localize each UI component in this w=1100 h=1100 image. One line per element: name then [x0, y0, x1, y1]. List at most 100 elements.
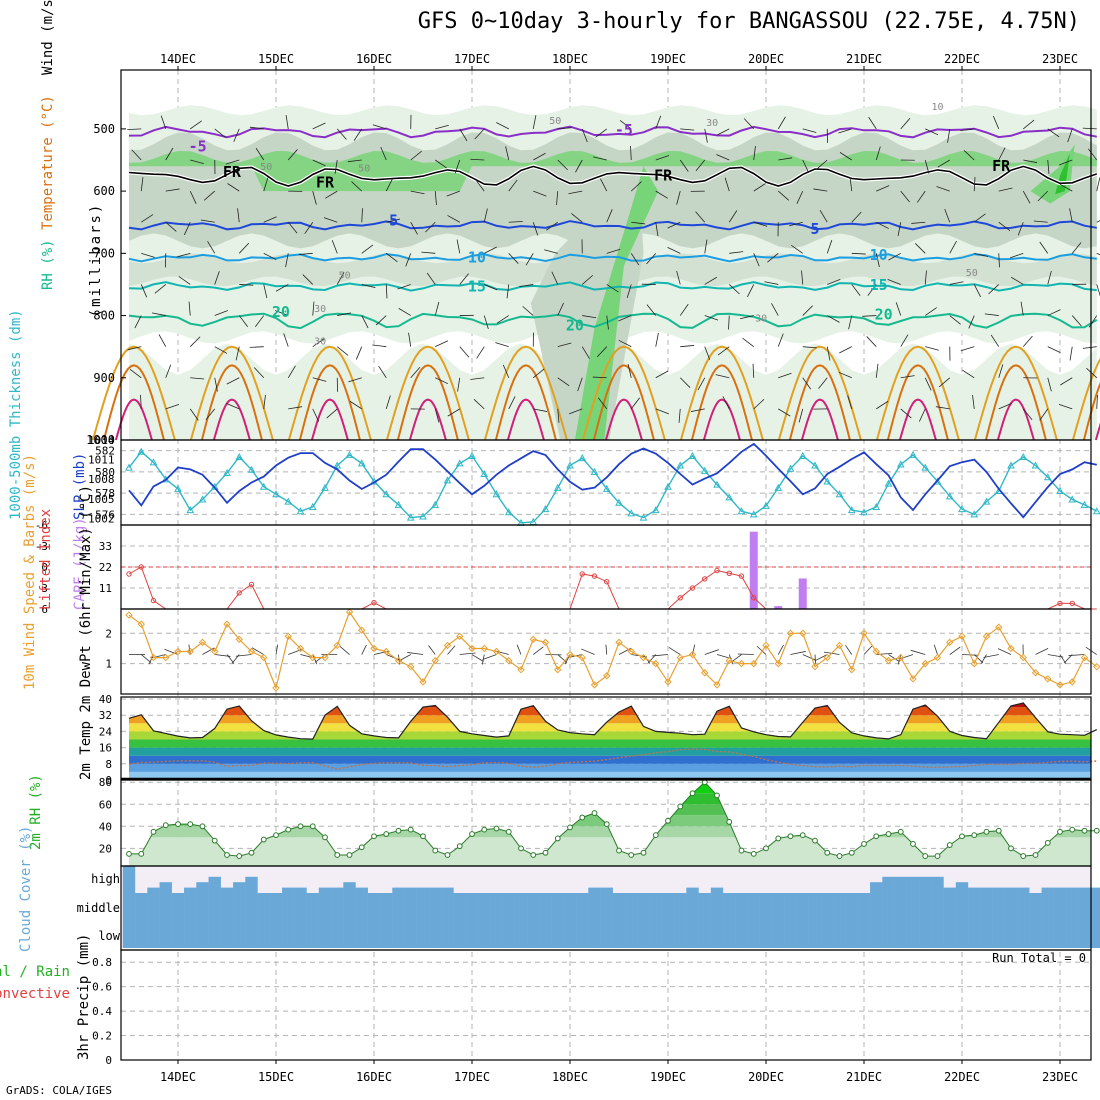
wind-barb: [214, 271, 220, 285]
cloud-bar-middle: [1078, 893, 1091, 921]
wind-barb: [386, 218, 400, 223]
rh-point: [652, 832, 659, 839]
upper-side-label: RH (%) Temperature (°C) Wind (m/s): [40, 0, 56, 290]
wind-barb: [160, 115, 167, 130]
cloud-bar-middle: [1090, 893, 1100, 921]
temp-fill-group: [129, 702, 1091, 780]
wind-barb: [974, 213, 986, 223]
wind-barb-10m: [997, 648, 1012, 655]
thickness-point: [223, 468, 231, 476]
wind-speed-point: [603, 672, 611, 680]
rh-point: [260, 836, 267, 843]
rh-point: [420, 833, 426, 840]
isotherm-25-arch: [777, 345, 862, 441]
cloud-bar-middle: [343, 893, 356, 921]
wind-barb: [326, 408, 338, 419]
wind-speed-point: [1007, 644, 1015, 653]
thickness-point: [480, 469, 489, 477]
rh-point: [1093, 827, 1100, 834]
wind-barb: [679, 377, 691, 388]
wind-barb: [129, 369, 142, 379]
thickness-point: [394, 500, 403, 508]
lifted-index-point: [1069, 600, 1075, 607]
wind-barb: [1082, 127, 1097, 130]
wind-barb: [351, 181, 363, 192]
cloud-bar-low: [294, 921, 307, 948]
wind-barb: [551, 271, 559, 285]
lifted-tick: 3: [41, 582, 48, 595]
cloud-bar-high: [392, 887, 405, 893]
cloud-bar-low: [453, 921, 466, 948]
wind-barb: [1022, 408, 1033, 421]
cloud-bar-high: [588, 887, 601, 893]
cloud-bar-low: [600, 921, 613, 948]
cloud-bar-low: [906, 921, 920, 948]
rh-point: [775, 835, 782, 842]
rh-point: [199, 823, 206, 830]
wind-barb: [446, 190, 460, 197]
wind-barb: [131, 149, 142, 161]
wind-speed-point: [370, 644, 378, 653]
wind-speed-point: [848, 666, 856, 674]
rh-point: [309, 823, 316, 830]
wind-barb: [447, 408, 460, 417]
cloud-bar-low: [135, 921, 148, 948]
wind-barb: [385, 284, 388, 299]
wind-barb: [336, 346, 349, 356]
wind-speed-point: [566, 650, 574, 659]
wind-barb: [336, 128, 347, 140]
wind-speed-point: [235, 635, 243, 644]
cloud-bar-middle: [931, 893, 944, 921]
cloud-bar-low: [674, 921, 687, 948]
wind-barb: [331, 240, 338, 254]
wind-speed-point: [162, 653, 170, 662]
wind-barb: [283, 333, 289, 347]
cloud-bar-middle: [294, 893, 307, 921]
wind-barb: [875, 363, 879, 378]
x-tick-bottom: 17DEC: [454, 1070, 490, 1084]
wind-barb: [533, 152, 546, 161]
cloud-bar-low: [208, 921, 221, 948]
wind-speed-point: [443, 641, 452, 650]
rh-point: [273, 832, 279, 839]
wind-barb: [753, 221, 768, 227]
cape-bar: [774, 606, 783, 609]
wind-speed-point: [1031, 669, 1040, 677]
cloud-bar-middle: [527, 893, 540, 921]
rh-point: [493, 825, 500, 832]
wind-speed-point: [260, 653, 268, 662]
wind-barb-10m: [980, 654, 987, 665]
cloud-bar-low: [637, 921, 650, 948]
wind-speed-point: [468, 644, 476, 653]
wind-barb: [519, 284, 534, 288]
wind-barb: [214, 346, 228, 354]
wind-barb: [866, 336, 877, 347]
wind-barb: [925, 307, 937, 316]
wind-barb: [778, 408, 791, 417]
thickness-point: [419, 512, 427, 520]
thickness-point: [725, 493, 734, 501]
thickness-point: [1043, 473, 1052, 481]
wind-barb: [998, 403, 1012, 410]
wind-barb: [165, 403, 180, 410]
wind-barb: [134, 315, 142, 329]
wind-speed-point: [958, 632, 966, 641]
wind-barb: [372, 124, 387, 130]
isotherm-label: FR: [316, 173, 335, 191]
lifted-index-point: [714, 567, 720, 574]
wind-barb: [165, 221, 177, 232]
rh-point: [885, 831, 892, 837]
wind-barb: [334, 159, 338, 174]
wind-barb: [973, 284, 981, 298]
cloud-bar-low: [943, 921, 956, 948]
wind-barb: [915, 243, 926, 254]
wind-barb: [851, 211, 862, 223]
isotherm-10: [128, 253, 1097, 263]
rh-point: [873, 833, 880, 840]
wind-barb-10m: [605, 644, 608, 655]
cloud-bar-low: [735, 921, 748, 948]
wind-barb: [848, 315, 853, 330]
wind-barb-10m: [652, 654, 669, 657]
rh-point: [358, 844, 365, 851]
run-total-label: Run Total = 0: [992, 951, 1086, 965]
